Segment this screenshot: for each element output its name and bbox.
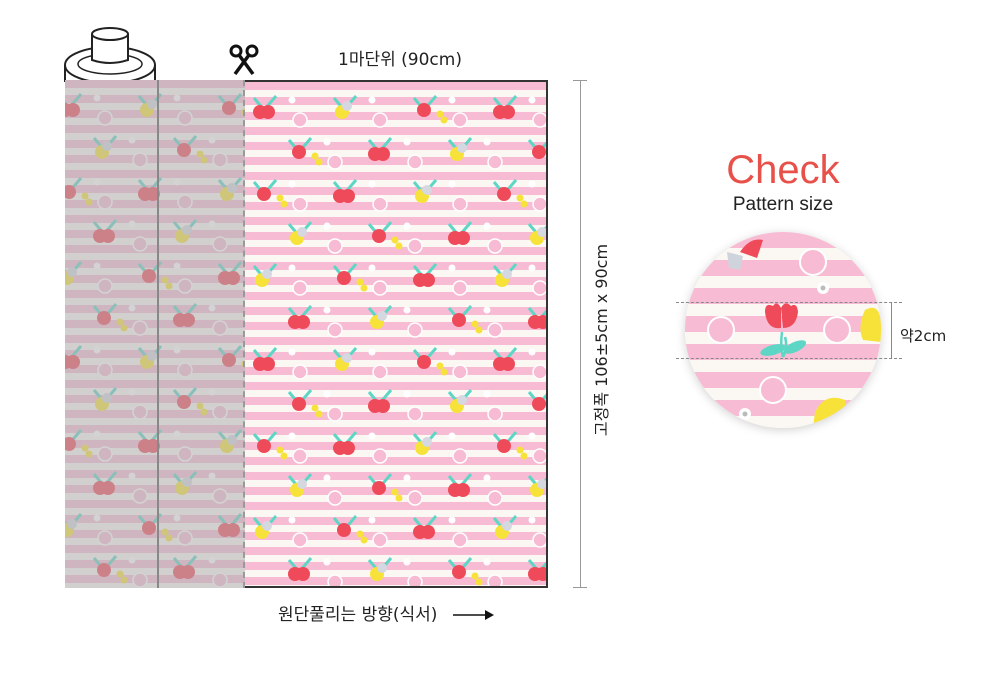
- fabric-motif: [332, 95, 388, 128]
- pattern-size-line: [891, 302, 892, 358]
- fabric-sheet: [245, 80, 548, 588]
- rolled-fabric: [65, 80, 245, 588]
- width-label: 고정폭 106±5cm x 90cm: [592, 243, 611, 437]
- check-title: Check: [726, 148, 840, 192]
- fabric-motif: [447, 137, 503, 170]
- fabric-roll-top-icon: [64, 27, 156, 84]
- fabric-motif: [367, 305, 423, 338]
- fabric-motif: [447, 473, 503, 506]
- fabric-motif: [332, 263, 388, 296]
- fabric-motif: [332, 179, 388, 212]
- fabric-motif: [412, 347, 468, 380]
- fabric-motif: [412, 431, 468, 464]
- fabric-motif: [447, 557, 503, 586]
- fabric-motif: [287, 473, 343, 506]
- fabric-motif: [527, 391, 546, 411]
- fabric-motif: [287, 557, 343, 586]
- fabric-motif: [367, 389, 423, 422]
- dimension-tick: [573, 587, 587, 588]
- fabric-motif: [412, 263, 468, 296]
- fabric-motif: [447, 389, 503, 422]
- direction-text: 원단풀리는 방향(식서): [278, 605, 438, 625]
- pattern-guide-bottom: [676, 358, 902, 359]
- fabric-motif: [252, 179, 308, 212]
- fabric-motif: [492, 515, 546, 548]
- fabric-motif: [332, 431, 388, 464]
- pattern-guide-top: [676, 302, 902, 303]
- dimension-tick: [573, 80, 587, 81]
- fabric-motif: [492, 179, 546, 212]
- fabric-motif: [332, 515, 388, 548]
- swatch-pattern: [707, 239, 881, 428]
- fabric-motif: [492, 95, 546, 128]
- fabric-motif: [527, 559, 546, 581]
- fabric-motif: [252, 263, 308, 296]
- fabric-motif: [252, 347, 308, 380]
- fabric-motif: [447, 221, 503, 254]
- pattern-repeat-label: 약2cm: [900, 327, 947, 345]
- fabric-motif: [367, 557, 423, 586]
- fabric-motif: [527, 223, 546, 245]
- fabric-motif: [412, 95, 468, 128]
- pattern-swatch: [685, 232, 881, 428]
- fabric-motif: [527, 139, 546, 159]
- fabric-motif: [412, 515, 468, 548]
- scissors-icon: [229, 44, 259, 76]
- fabric-motif: [252, 515, 308, 548]
- dimension-line: [580, 80, 581, 588]
- fabric-motif: [287, 305, 343, 338]
- arrow-right-icon: [452, 610, 494, 620]
- fabric-motif: [287, 389, 343, 422]
- fabric-motif: [492, 263, 546, 296]
- fabric-motif: [367, 221, 423, 254]
- fabric-motif: [287, 137, 343, 170]
- direction-label: 원단풀리는 방향(식서): [278, 600, 495, 625]
- fabric-motif: [527, 475, 546, 497]
- fabric-motif: [332, 347, 388, 380]
- pattern-size-subtitle: Pattern size: [732, 194, 834, 215]
- fabric-motif: [447, 305, 503, 338]
- fabric-motif: [492, 431, 546, 464]
- fabric-motif: [367, 473, 423, 506]
- fabric-motif: [367, 137, 423, 170]
- fabric-motif: [492, 347, 546, 380]
- fabric-motif: [252, 95, 308, 128]
- fabric-motif: [527, 307, 546, 329]
- unit-label: 1마단위 (90cm): [338, 50, 462, 70]
- fabric-pattern: [252, 95, 546, 586]
- fabric-motif: [287, 221, 343, 254]
- fabric-motif: [412, 179, 468, 212]
- fabric-motif: [252, 431, 308, 464]
